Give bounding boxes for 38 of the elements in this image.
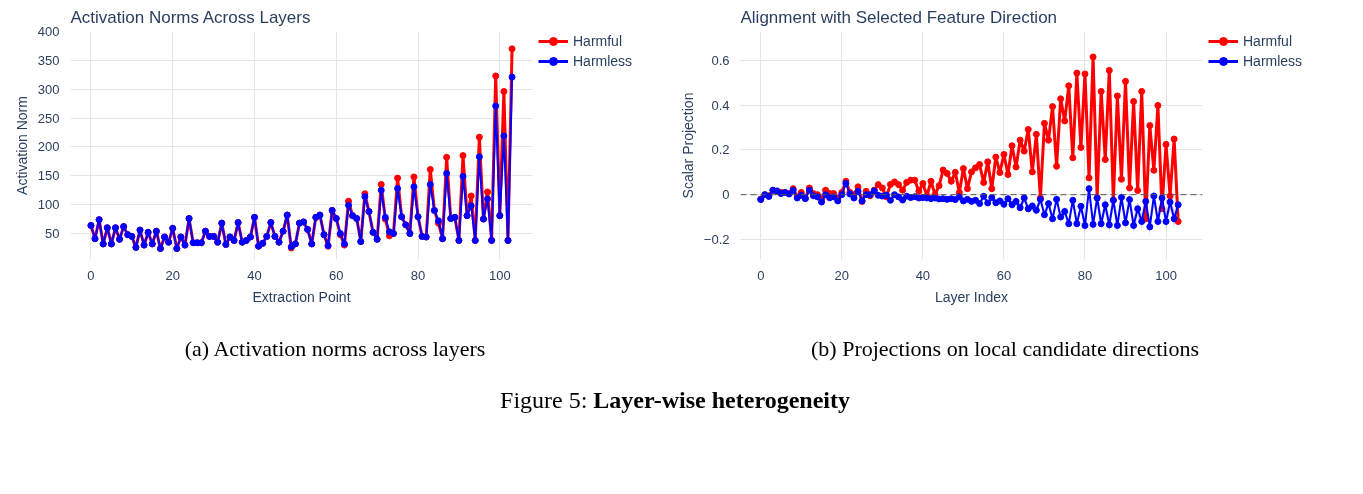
x-tick-label: 40: [247, 267, 262, 283]
x-tick-label: 100: [488, 267, 511, 283]
x-tick-label: 80: [1077, 267, 1093, 283]
text: (b) Projections on local candidate directions: [811, 335, 1199, 363]
y-tick-label: 250: [37, 110, 60, 126]
y-tick-label: 0.2: [711, 142, 730, 158]
y-tick-label: 300: [37, 81, 60, 97]
y-tick-label: 200: [37, 139, 60, 155]
x-tick-label: 20: [165, 267, 180, 283]
x-axis-title: Layer Index: [934, 288, 1009, 305]
y-tick-label: −0.2: [703, 231, 730, 247]
legend-label: Harmful: [573, 33, 623, 49]
x-tick-label: 80: [410, 267, 426, 283]
x-axis-title: Extraction Point: [252, 288, 351, 305]
chart-title: Alignment with Selected Feature Direction: [740, 7, 1058, 27]
y-tick-label: 400: [37, 24, 60, 39]
y-tick-label: 100: [37, 197, 60, 213]
caption: Figure 5: Layer-wise heterogeneity: [500, 386, 850, 415]
y-tick-label: 350: [37, 52, 60, 68]
y-tick-label: 0: [722, 187, 730, 203]
x-tick-label: 0: [757, 267, 765, 283]
y-tick-label: 150: [37, 168, 60, 184]
y-tick-label: 0.4: [711, 97, 730, 113]
y-tick-label: 0.6: [711, 53, 730, 69]
legend-label: Harmless: [573, 53, 633, 69]
x-tick-label: 60: [329, 267, 344, 283]
x-tick-label: 20: [834, 267, 850, 283]
y-tick-label: 50: [45, 226, 60, 242]
x-tick-label: 40: [915, 267, 931, 283]
legend-label: Harmful: [1243, 33, 1293, 49]
x-tick-label: 60: [996, 267, 1012, 283]
chart-title: Activation Norms Across Layers: [70, 7, 311, 27]
y-axis-title: Scalar Projection: [679, 92, 696, 199]
legend-label: Harmless: [1243, 53, 1303, 69]
x-tick-label: 100: [1155, 267, 1177, 283]
text: (a) Activation norms across layers: [184, 335, 486, 363]
y-axis-title: Activation Norm: [13, 96, 30, 195]
x-tick-label: 0: [87, 267, 95, 283]
